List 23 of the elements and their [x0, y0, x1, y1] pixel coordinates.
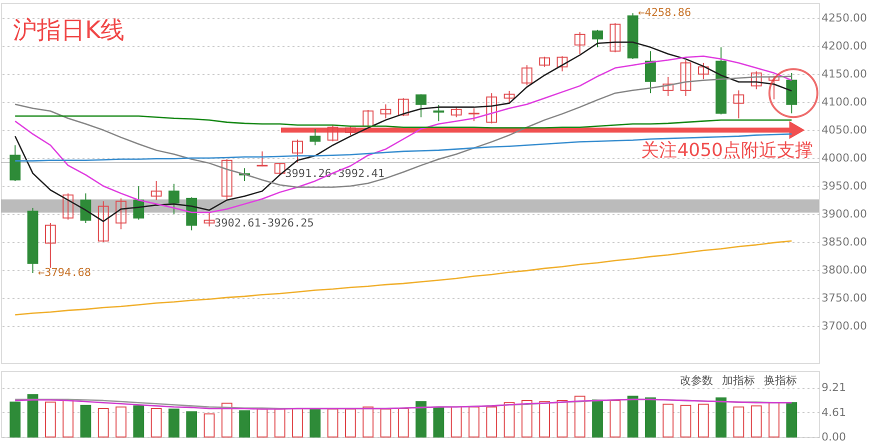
y-tick-label: 3900.00 [822, 208, 867, 221]
y-tick-label: 3850.00 [822, 236, 867, 249]
y-tick-label: 3950.00 [822, 180, 867, 193]
y-tick-label: 3750.00 [822, 292, 867, 305]
band-label: 3902.61-3926.25 [214, 216, 314, 230]
y-tick-label: 4150.00 [822, 68, 867, 81]
annotation: 改参数 [680, 374, 713, 387]
y-tick-label: 4.61 [822, 406, 846, 419]
annotation: 加指标 [722, 374, 755, 387]
y-tick-label: 3800.00 [822, 264, 867, 277]
annotation: ←3794.68 [38, 266, 92, 280]
annotation: 换指标 [764, 374, 797, 387]
y-tick-label: 9.21 [822, 381, 846, 394]
y-tick-label: 3700.00 [822, 320, 867, 333]
y-tick-label: 4050.00 [822, 124, 867, 137]
text: 沪指日K线 [13, 16, 125, 44]
y-tick-label: 4250.00 [822, 12, 867, 25]
y-tick-label: 0.00 [822, 430, 846, 444]
y-tick-label: 4200.00 [822, 40, 867, 53]
y-tick-label: 4100.00 [822, 96, 867, 109]
legend-label: 关注4050点附近支撑 [641, 140, 813, 162]
annotation: ←4258.86 [638, 6, 692, 20]
y-tick-label: 4000.00 [822, 152, 867, 165]
